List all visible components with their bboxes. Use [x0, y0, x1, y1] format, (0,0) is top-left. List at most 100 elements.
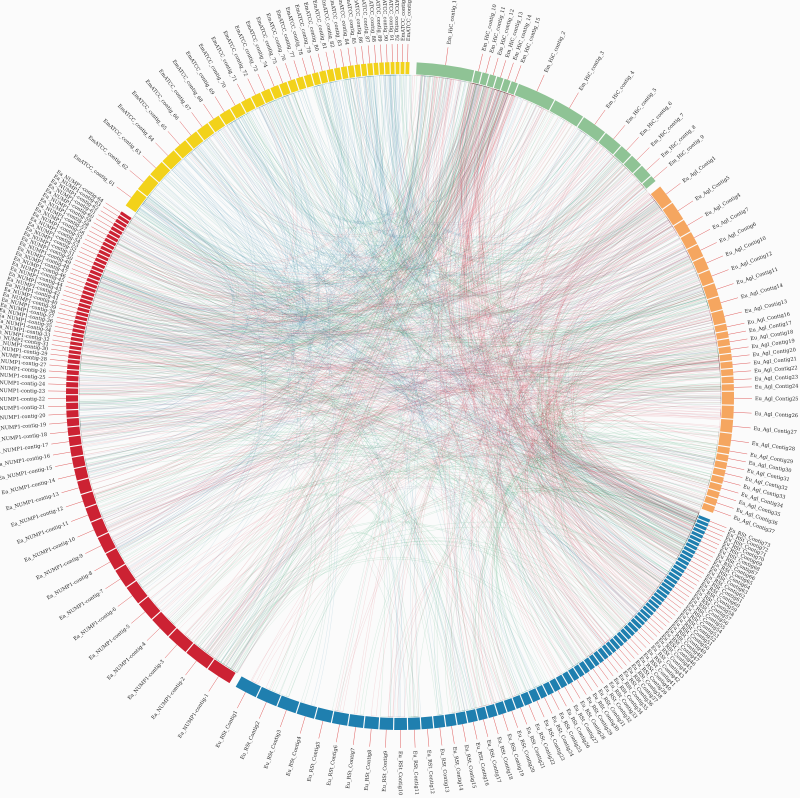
tick-Ea_NUMP1-contig-17: [51, 441, 70, 445]
link-EmATCC_contig_65-Eu_Agl_Contig30: [185, 152, 717, 461]
tick-Eu_RSt_Contig60: [683, 571, 700, 582]
link-Ea_NUMP1-contig-1-Eu_RSt_Contig9: [212, 502, 392, 718]
link-Ea_NUMP1-contig-51-Eu_Agl_Contig37: [104, 263, 704, 508]
link-Em_HiC_contig_11-Ea_NUMP1-contig-39: [87, 85, 487, 349]
segment-Eu_RSt_Contig46: [636, 611, 648, 623]
tick-Eu_RSt_Contig54: [668, 593, 684, 605]
label-Ea_NUMP1-contig-25: Ea_NUMP1-contig-25: [0, 372, 46, 381]
tick-Eu_RSt_Contig63: [690, 560, 707, 570]
segment-EmATCC_contig_69: [219, 108, 236, 126]
link-Ea_NUMP1-contig-60-Eu_RSt_Contig30: [121, 230, 579, 667]
tick-Em_HiC_contig_6: [626, 137, 639, 151]
link-Ea_NUMP1-contig-13-Em_HiC_contig_1: [90, 75, 428, 491]
link-EmATCC_contig_64-Em_HiC_contig_15: [179, 93, 514, 258]
segment-EmATCC_contig_90: [384, 62, 390, 75]
link-Ea_NUMP1-contig-36-Eu_Agl_Contig13: [85, 312, 713, 363]
tick-Ea_NUMP1-contig-21: [48, 405, 67, 407]
link-Ea_NUMP1-contig-34-Eu_RSt_Contig54: [83, 332, 661, 590]
segment-Em_HiC_contig_1: [416, 62, 475, 83]
link-Em_HiC_contig_10-Ea_NUMP1-contig-49: [101, 83, 480, 323]
tick-Ea_NUMP1-contig-5: [131, 611, 146, 624]
segment-Eu_RSt_Contig24: [536, 685, 548, 699]
segment-Eu_RSt_Contig2: [256, 686, 281, 707]
tick-Eu_RSt_Contig4: [299, 716, 306, 734]
tick-Eu_Agl_Contig6: [700, 242, 717, 251]
link-Em_HiC_contig_1-Ea_NUMP1-contig-13: [91, 75, 425, 494]
link-EmATCC_contig_68-Eu_Agl_Contig6: [217, 129, 693, 313]
link-Eu_Agl_Contig13-Eu_RSt_Contig73: [515, 309, 712, 522]
link-Eu_RSt_Contig21-Eu_Agl_Contig19: [492, 349, 719, 697]
tick-Eu_RSt_Contig18: [492, 716, 499, 735]
link-Ea_NUMP1-contig-45-Eu_RSt_Contig69: [95, 287, 693, 536]
link-Ea_NUMP1-contig-19-Eu_RSt_Contig71: [79, 416, 697, 527]
label-EmATCC_contig_92: EmATCC_contig_92: [393, 0, 399, 41]
link-Em_HiC_contig_4-Ea_NUMP1-contig-47: [97, 130, 587, 337]
segment-Eu_RSt_Contig69: [691, 530, 704, 539]
link-Eu_Agl_Contig16-Ea_NUMP1-contig-1: [228, 322, 715, 673]
link-Ea_NUMP1-contig-15-Eu_RSt_Contig70: [85, 431, 694, 531]
link-Ea_NUMP1-contig-22-Eu_RSt_Contig26: [78, 393, 555, 683]
link-Em_HiC_contig_1-Ea_NUMP1-contig-4: [168, 75, 429, 624]
link-Ea_NUMP1-contig-54-Eu_RSt_Contig70: [108, 252, 695, 533]
link-Ea_NUMP1-contig-31-Eu_RSt_Contig55: [82, 347, 663, 584]
tick-Eu_Agl_Contig1: [665, 183, 681, 195]
link-EmATCC_contig_83-Eu_RSt_Contig13: [341, 79, 444, 715]
tick-Eu_RSt_Contig41: [629, 638, 643, 652]
link-Em_HiC_contig_10-Ea_NUMP1-contig-42: [91, 83, 482, 322]
link-EmATCC_contig_82-Ea_NUMP1-contig-15: [85, 80, 349, 467]
tick-Ea_NUMP1-contig-33: [53, 335, 72, 339]
link-Ea_NUMP1-contig-14-Eu_RSt_Contig40: [86, 440, 621, 636]
link-Eu_Agl_Contig32-Eu_RSt_Contig54: [528, 445, 713, 591]
tick-Em_HiC_contig_11: [485, 55, 491, 74]
tick-Eu_RSt_Contig15: [462, 724, 467, 742]
link-Eu_Agl_Contig1-Eu_RSt_Contig55: [541, 192, 664, 586]
segment-EmATCC_contig_67: [197, 123, 215, 141]
link-Eu_Agl_Contig16-Eu_RSt_Contig37: [525, 328, 716, 645]
link-EmATCC_contig_88-Ea_NUMP1-contig-14: [86, 75, 384, 473]
segment-Eu_RSt_Contig38: [609, 638, 621, 650]
segment-Eu_RSt_Contig17: [476, 706, 488, 721]
segment-Ea_NUMP1-contig-47: [86, 277, 99, 285]
link-Eu_Agl_Contig1-Eu_RSt_Contig38: [506, 195, 656, 642]
segment-Eu_RSt_Contig29: [568, 667, 580, 681]
tick-Ea_NUMP1-contig-2: [185, 660, 197, 676]
label-Eu_Agl_Contig23: Eu_Agl_Contig23: [754, 374, 798, 382]
link-Em_HiC_contig_10-Eu_RSt_Contig63: [445, 83, 682, 560]
link-Em_HiC_contig_1-Eu_RSt_Contig44: [435, 77, 636, 622]
segment-EmATCC_contig_87: [367, 63, 374, 76]
link-Eu_Agl_Contig1-Ea_NUMP1-contig-18: [80, 207, 663, 433]
tick-EmATCC_contig_68: [203, 103, 214, 120]
segment-Eu_RSt_Contig26: [549, 678, 561, 692]
segment-Eu_RSt_Contig42: [623, 624, 635, 637]
segment-Ea_NUMP1-contig-2: [186, 643, 214, 669]
link-Em_HiC_contig_4-Eu_RSt_Contig36: [496, 138, 605, 649]
segment-Eu_RSt_Contig58: [668, 571, 681, 581]
link-EmATCC_contig_61-Eu_RSt_Contig62: [136, 205, 680, 562]
link-EmATCC_contig_91-Eu_RSt_Contig37: [386, 74, 611, 644]
link-Em_HiC_contig_1-Ea_NUMP1-contig-49: [100, 75, 423, 319]
link-EmATCC_contig_61-Em_HiC_contig_11: [139, 84, 486, 270]
segment-Ea_NUMP1-contig-52: [94, 257, 108, 266]
link-Ea_NUMP1-contig-46-Em_HiC_contig_10: [96, 83, 480, 337]
link-Ea_NUMP1-contig-54-Em_HiC_contig_13: [109, 88, 501, 301]
link-Em_HiC_contig_2-Ea_NUMP1-contig-56: [113, 101, 533, 317]
segment-Eu_Agl_Contig13: [711, 310, 726, 326]
link-EmATCC_contig_63-Em_HiC_contig_13: [167, 89, 502, 287]
segment-Ea_NUMP1-contig-50: [91, 265, 104, 274]
link-Eu_Agl_Contig5-Ea_NUMP1-contig-2: [210, 213, 666, 658]
link-Eu_Agl_Contig34-Ea_NUMP1-contig-47: [97, 281, 710, 486]
segment-Eu_Agl_Contig37: [701, 502, 716, 513]
link-EmATCC_contig_69-Ea_NUMP1-contig-14: [86, 122, 303, 472]
tick-Ea_NUMP1-contig-20: [48, 413, 67, 416]
link-EmATCC_contig_61-Eu_Agl_Contig24: [136, 210, 722, 390]
segment-EmATCC_contig_70: [230, 102, 246, 119]
segment-Eu_RSt_Contig41: [620, 628, 632, 640]
tick-Eu_Agl_Contig19: [730, 346, 749, 350]
link-Em_HiC_contig_14-Eu_RSt_Contig64: [464, 92, 683, 554]
link-EmATCC_contig_74-Eu_RSt_Contig56: [274, 97, 666, 584]
link-Ea_NUMP1-contig-51-Em_HiC_contig_5: [103, 150, 614, 333]
link-Ea_NUMP1-contig-12-Em_HiC_contig_4: [94, 137, 598, 503]
link-Ea_NUMP1-contig-11-Eu_RSt_Contig48: [97, 453, 645, 608]
link-EmATCC_contig_80-Eu_RSt_Contig31: [322, 83, 581, 665]
link-EmATCC_contig_72-Eu_Agl_Contig34: [262, 104, 710, 487]
